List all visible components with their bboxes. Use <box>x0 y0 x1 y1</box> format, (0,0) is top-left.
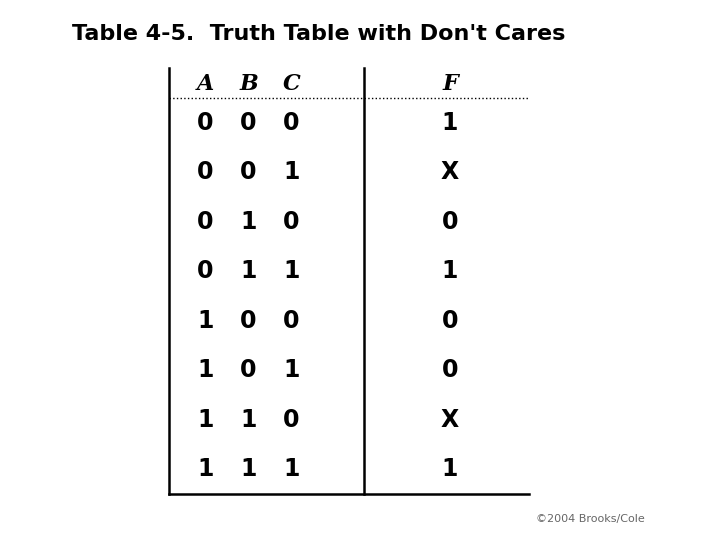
Text: 1: 1 <box>284 160 300 185</box>
Text: 1: 1 <box>284 259 300 284</box>
Text: 0: 0 <box>197 111 213 135</box>
Text: 0: 0 <box>240 359 256 382</box>
Text: 1: 1 <box>240 259 256 284</box>
Text: 0: 0 <box>240 309 256 333</box>
Text: 1: 1 <box>442 457 458 481</box>
Text: 1: 1 <box>197 457 213 481</box>
Text: 0: 0 <box>284 111 300 135</box>
Text: 0: 0 <box>240 111 256 135</box>
Text: 0: 0 <box>197 160 213 185</box>
Text: 0: 0 <box>240 160 256 185</box>
Text: 1: 1 <box>284 457 300 481</box>
Text: 1: 1 <box>197 408 213 432</box>
Text: 1: 1 <box>284 359 300 382</box>
Text: 0: 0 <box>284 309 300 333</box>
Text: 0: 0 <box>197 210 213 234</box>
Text: 0: 0 <box>197 259 213 284</box>
Text: F: F <box>442 73 458 94</box>
Text: B: B <box>239 73 258 94</box>
Text: 1: 1 <box>442 111 458 135</box>
Text: ©2004 Brooks/Cole: ©2004 Brooks/Cole <box>536 514 645 524</box>
Text: 0: 0 <box>442 309 458 333</box>
Text: 0: 0 <box>442 210 458 234</box>
Text: 1: 1 <box>197 359 213 382</box>
Text: 0: 0 <box>442 359 458 382</box>
Text: X: X <box>441 160 459 185</box>
Text: 1: 1 <box>442 259 458 284</box>
Text: X: X <box>441 408 459 432</box>
Text: Table 4-5.  Truth Table with Don't Cares: Table 4-5. Truth Table with Don't Cares <box>72 24 565 44</box>
Text: 1: 1 <box>197 309 213 333</box>
Text: 1: 1 <box>240 408 256 432</box>
Text: C: C <box>283 73 300 94</box>
Text: 0: 0 <box>284 408 300 432</box>
Text: 1: 1 <box>240 210 256 234</box>
Text: A: A <box>197 73 214 94</box>
Text: 0: 0 <box>284 210 300 234</box>
Text: 1: 1 <box>240 457 256 481</box>
